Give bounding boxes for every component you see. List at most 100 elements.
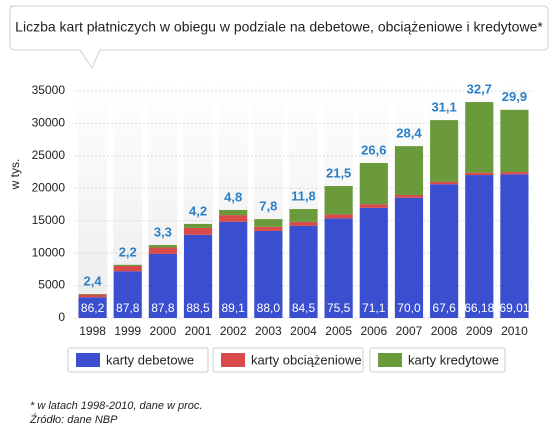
legend-swatch [378,353,402,367]
bar-segment [430,184,459,318]
x-tick-label: 2006 [360,324,387,338]
legend-label: karty obciążeniowe [251,352,362,367]
legend-box [67,347,209,373]
bar-segment [183,234,213,318]
x-tick-label: 2002 [220,324,247,338]
bar-top-label: 7,8 [259,199,277,214]
bar-segment [430,181,459,185]
bar-top-label: 4,2 [189,203,207,218]
bar-bottom-label: 84,5 [292,301,316,315]
bar-segment [183,223,213,228]
y-axis-label: w tys. [8,159,22,191]
bar-bottom-label: 69,01 [499,301,529,315]
bar-bottom-label: 66,18 [464,301,494,315]
bar-segment [394,146,424,195]
bar-segment [254,230,283,318]
bar-top-label: 2,4 [84,273,103,288]
legend-swatch [221,353,245,367]
bar-segment [359,207,388,318]
legend-box [212,347,364,373]
bar-segment [465,102,494,173]
legend-label: karty debetowe [106,352,194,367]
legend-box [369,347,506,373]
chart-title: Liczba kart płatniczych w obiegu w podzi… [15,19,543,35]
y-tick-label: 15000 [32,213,66,227]
plot: 0 5000 10000 15000 20000 25000 30000 35000 86,2 2… [32,81,532,338]
bar-segment [289,221,318,226]
bar-segment [430,120,459,182]
bar-segment [324,186,353,215]
legend-label: karty kredytowe [408,352,499,367]
bar-bottom-label: 87,8 [151,301,175,315]
bar-segment [113,264,142,266]
y-tick-label: 35000 [32,83,66,97]
title-bubble [9,5,549,70]
bar-bottom-label: 86,2 [81,301,105,315]
bar-segment [219,215,248,222]
bar-segment [148,253,177,318]
y-tick-label: 30000 [32,116,66,130]
source: Źródło: dane NBP [29,413,118,426]
bar-segment [113,265,142,272]
bar-segment [289,225,318,318]
bar-segment [148,247,177,254]
bar-segment [289,209,318,222]
bar-segment [324,218,353,318]
bar-segment [465,175,494,318]
bar-top-label: 3,3 [154,224,172,239]
x-tick-label: 2010 [501,324,528,338]
x-tick-label: 1999 [114,324,141,338]
x-tick-label: 2007 [396,324,423,338]
bar-top-label: 26,6 [361,142,386,157]
bar-top-label: 29,9 [502,89,527,104]
x-tick-label: 2003 [255,324,282,338]
bar-segment [359,162,388,205]
bar-top-label: 11,8 [291,188,316,203]
y-tick-label: 20000 [32,180,66,194]
bar-top-label: 4,8 [224,189,242,204]
x-tick-label: 2005 [325,324,352,338]
bar-segment [500,174,529,318]
column-background [78,81,108,318]
x-tick-label: 1998 [79,324,106,338]
y-tick-label: 25000 [32,148,66,162]
bar-segment [254,219,283,227]
bar-segment [324,214,353,219]
x-tick-label: 2004 [290,324,317,338]
bar-segment [465,172,494,176]
bar-segment [359,204,388,208]
bar-segment [254,226,283,231]
x-tick-label: 2001 [185,324,212,338]
bar-segment [78,297,107,318]
bar-top-label: 2,2 [119,244,137,259]
bar-top-label: 21,5 [326,165,351,180]
bar-bottom-label: 75,5 [327,301,351,315]
bar-segment [78,294,107,295]
legend-swatch [76,353,100,367]
y-tick-label: 10000 [32,245,66,259]
bar-segment [394,197,424,318]
bar-segment [148,245,177,248]
bar-segment [500,172,529,175]
bar-segment [219,209,248,216]
x-tick-label: 2008 [431,324,458,338]
bar-bottom-label: 87,8 [116,301,140,315]
bar-segment [183,227,213,235]
bar-bottom-label: 88,5 [186,301,210,315]
y-tick-label: 0 [58,310,65,324]
bar-bottom-label: 70,0 [397,301,421,315]
bar-segment [500,109,529,173]
bar-segment [219,221,248,318]
bar-bottom-label: 67,6 [432,301,456,315]
bar-segment [78,294,107,298]
x-tick-label: 2009 [466,324,493,338]
footnote: * w latach 1998-2010, dane w proc. [30,400,202,412]
y-tick-label: 5000 [38,278,65,292]
bar-segment [394,194,424,198]
bar-top-label: 31,1 [431,100,456,115]
x-tick-label: 2000 [150,324,177,338]
bar-bottom-label: 89,1 [222,301,246,315]
bar-top-label: 28,4 [396,126,422,141]
bar-segment [113,271,142,318]
